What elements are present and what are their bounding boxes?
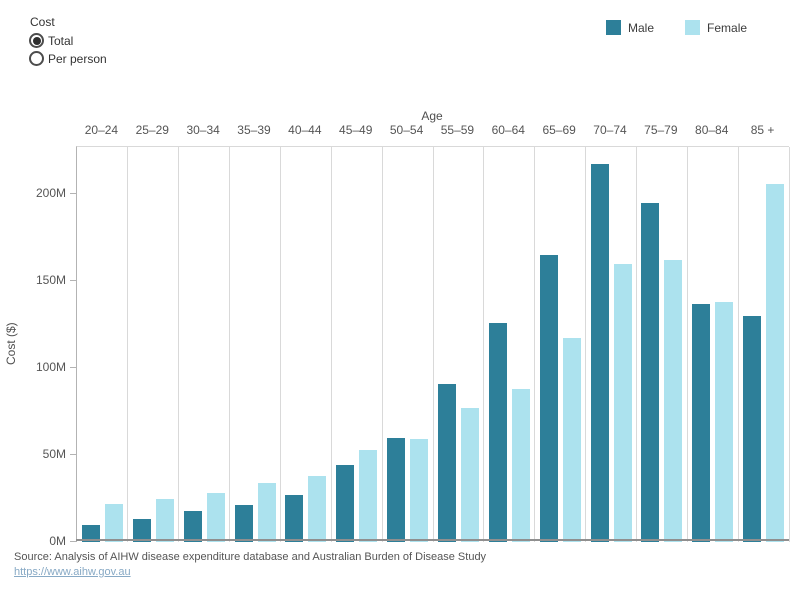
bar-male-75-79[interactable] [641, 202, 660, 542]
bar-male-25-29[interactable] [132, 519, 151, 542]
bar-male-60-64[interactable] [488, 322, 507, 542]
bar-female-75-79[interactable] [664, 260, 683, 542]
category-gridline [534, 147, 536, 542]
y-axis-tick [70, 540, 76, 542]
y-tick-label: 200M [35, 186, 66, 200]
bar-male-20-24[interactable] [82, 524, 100, 542]
plot-area [76, 146, 790, 542]
category-gridline [737, 147, 739, 542]
age-tick-label: 50–54 [389, 123, 424, 137]
bar-female-55-59[interactable] [461, 408, 479, 542]
source-link[interactable]: https://www.aihw.gov.au [14, 566, 131, 578]
y-axis-tick [70, 366, 76, 368]
category-gridline [686, 147, 688, 542]
legend: Male Female [606, 20, 747, 35]
category-gridline [381, 147, 383, 542]
bar-male-50-54[interactable] [387, 437, 406, 542]
age-tick-label: 55–59 [440, 123, 475, 137]
bar-female-70-74[interactable] [613, 263, 632, 542]
category-gridline [229, 147, 231, 542]
age-tick-label: 75–79 [644, 123, 678, 137]
age-tick-label: 35–39 [237, 123, 271, 137]
legend-item-male[interactable]: Male [606, 20, 654, 35]
bar-female-85-+[interactable] [766, 183, 785, 542]
bar-female-30-34[interactable] [206, 493, 225, 542]
cost-filter-title: Cost [30, 15, 55, 29]
category-gridline [127, 147, 129, 542]
category-gridline [635, 147, 637, 542]
bar-female-60-64[interactable] [511, 388, 530, 542]
bar-female-25-29[interactable] [155, 498, 174, 542]
age-tick-label: 65–69 [542, 123, 576, 137]
age-tick-label: 40–44 [288, 123, 322, 137]
legend-label-female: Female [707, 20, 748, 35]
y-tick-label: 100M [35, 360, 66, 374]
radio-icon-total[interactable] [29, 33, 44, 48]
bar-male-45-49[interactable] [336, 465, 355, 542]
x-axis-title: Age [421, 109, 443, 123]
category-gridline [432, 147, 434, 542]
bar-male-30-34[interactable] [183, 510, 202, 542]
legend-swatch-male [606, 20, 621, 35]
bar-male-40-44[interactable] [285, 495, 304, 542]
y-axis-tick [70, 279, 76, 281]
bar-female-65-69[interactable] [562, 338, 581, 542]
age-tick-label: 25–29 [135, 123, 169, 137]
radio-label-total: Total [48, 33, 74, 48]
category-gridline [585, 147, 587, 542]
radio-option-total[interactable]: Total [29, 32, 73, 49]
radio-label-per-person: Per person [48, 51, 107, 66]
legend-swatch-female [685, 20, 701, 35]
bar-male-55-59[interactable] [438, 383, 456, 542]
age-tick-label: 70–74 [593, 123, 627, 137]
bar-female-40-44[interactable] [308, 475, 327, 542]
bar-female-50-54[interactable] [410, 439, 429, 542]
x-axis-line [76, 539, 789, 541]
y-axis-tick [70, 453, 76, 455]
age-tick-label: 80–84 [695, 123, 729, 137]
category-gridline [178, 147, 180, 542]
age-tick-label: 60–64 [491, 123, 525, 137]
bar-female-80-84[interactable] [715, 301, 734, 542]
radio-icon-per-person[interactable] [29, 51, 44, 66]
bar-male-80-84[interactable] [692, 303, 711, 542]
y-tick-label: 50M [42, 447, 66, 461]
bar-male-65-69[interactable] [539, 254, 558, 542]
bar-male-70-74[interactable] [590, 164, 609, 542]
age-tick-label: 45–49 [339, 123, 373, 137]
bar-female-20-24[interactable] [105, 503, 123, 542]
category-gridline [330, 147, 332, 542]
bar-male-85-+[interactable] [743, 315, 762, 542]
category-gridline [483, 147, 485, 542]
bar-male-35-39[interactable] [234, 505, 253, 542]
y-axis-title: Cost ($) [4, 322, 18, 365]
legend-label-male: Male [628, 20, 655, 35]
radio-option-per-person[interactable]: Per person [29, 50, 107, 67]
source-text: Source: Analysis of AIHW disease expendi… [14, 551, 487, 563]
y-tick-label: 150M [35, 273, 66, 287]
category-gridline [279, 147, 281, 542]
category-gridline [788, 147, 790, 542]
age-tick-label: 30–34 [186, 123, 220, 137]
legend-item-female[interactable]: Female [685, 20, 747, 35]
bar-female-35-39[interactable] [257, 482, 276, 542]
age-tick-label: 20–24 [84, 123, 119, 137]
y-tick-label: 0M [49, 534, 66, 548]
bar-female-45-49[interactable] [359, 449, 378, 542]
age-tick-label: 85 + [750, 123, 775, 137]
y-axis-tick [70, 192, 76, 194]
